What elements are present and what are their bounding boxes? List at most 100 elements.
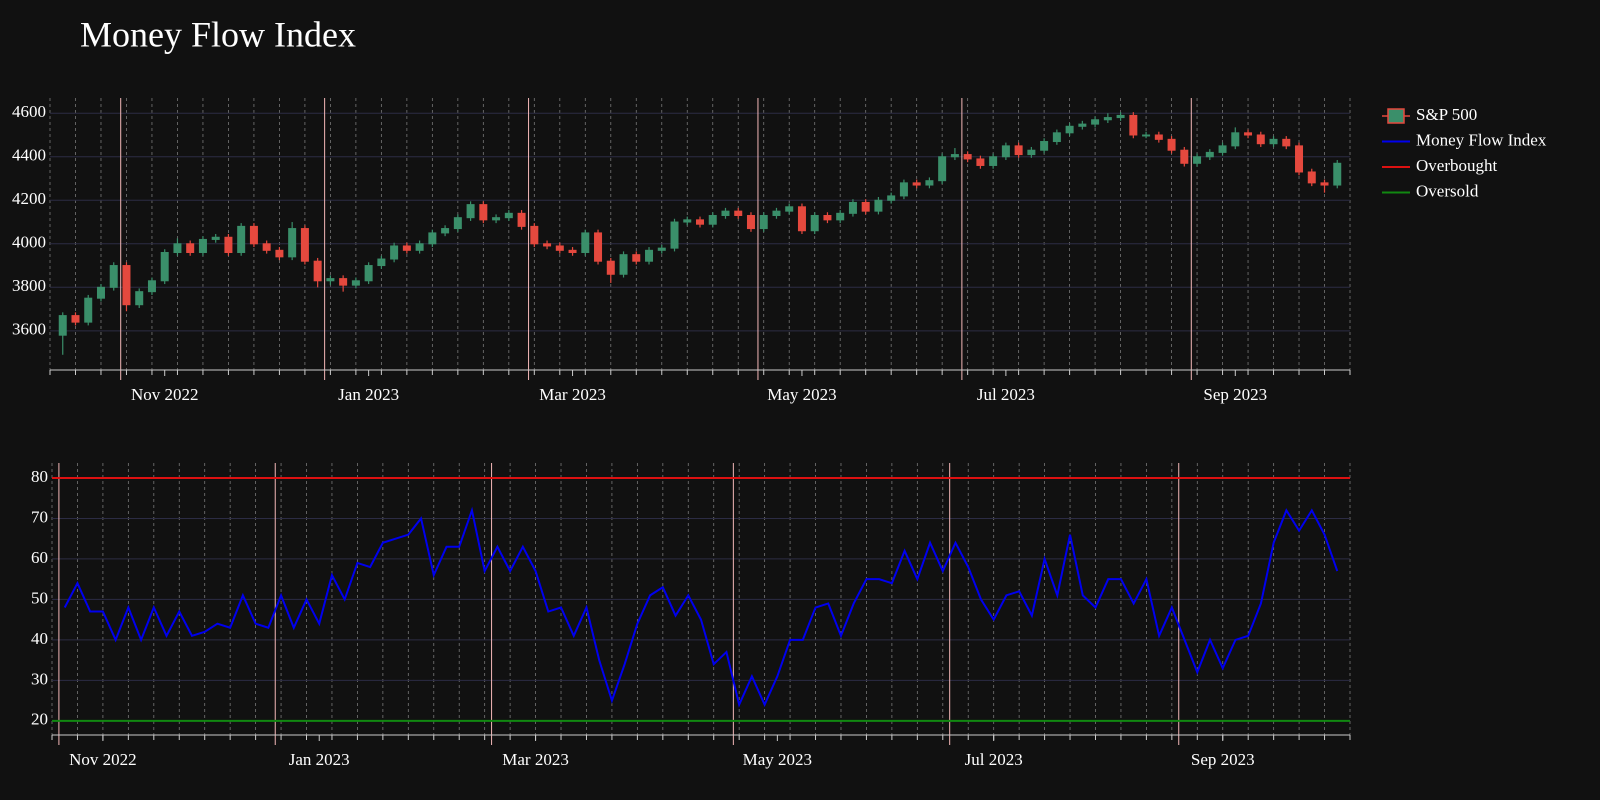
candle-body xyxy=(339,278,348,286)
candle-body xyxy=(530,225,539,245)
candle-body xyxy=(135,291,144,306)
x-tick-label: Jan 2023 xyxy=(289,750,350,769)
candle-body xyxy=(759,215,768,230)
candle-body xyxy=(1154,134,1163,140)
candle-body xyxy=(938,156,947,182)
candle-body xyxy=(785,206,794,212)
y-tick-label: 4600 xyxy=(12,102,46,121)
candle-body xyxy=(441,228,450,234)
candle-body xyxy=(683,219,692,223)
candle-body xyxy=(1218,145,1227,153)
candle-body xyxy=(594,232,603,262)
candle-body xyxy=(453,217,462,230)
x-tick-label: Nov 2022 xyxy=(131,385,199,404)
x-tick-label: Mar 2023 xyxy=(502,750,569,769)
candle-body xyxy=(1065,125,1074,134)
candle-body xyxy=(504,212,513,219)
candle-body xyxy=(810,215,819,232)
candle-body xyxy=(950,154,959,158)
candle-body xyxy=(364,265,373,282)
candle-body xyxy=(517,212,526,227)
candle-body xyxy=(160,251,169,282)
candle-body xyxy=(708,215,717,225)
candle-body xyxy=(1116,114,1125,119)
y-tick-label: 50 xyxy=(31,588,48,607)
candle-body xyxy=(147,280,156,293)
candle-body xyxy=(390,245,399,260)
candle-body xyxy=(224,236,233,253)
y-tick-label: 20 xyxy=(31,710,48,729)
candle-body xyxy=(84,297,93,323)
line-series xyxy=(63,506,1339,708)
candle-body xyxy=(925,180,934,186)
candle-body xyxy=(1333,162,1342,186)
candle-body xyxy=(492,217,501,221)
candle-body xyxy=(466,204,475,219)
candle-body xyxy=(300,228,309,262)
y-tick-label: 60 xyxy=(31,548,48,567)
candle-body xyxy=(377,258,386,267)
chart-title: Money Flow Index xyxy=(80,14,356,54)
legend-label: Overbought xyxy=(1416,156,1497,175)
candle-body xyxy=(1052,132,1061,143)
y-tick-label: 4400 xyxy=(12,146,46,165)
candle-body xyxy=(606,260,615,275)
candle-body xyxy=(1180,149,1189,164)
candle-body xyxy=(874,199,883,212)
x-tick-label: May 2023 xyxy=(743,750,812,769)
x-tick-label: May 2023 xyxy=(767,385,836,404)
x-tick-label: Sep 2023 xyxy=(1203,385,1267,404)
y-tick-label: 70 xyxy=(31,507,48,526)
candle-body xyxy=(402,245,411,251)
y-tick-label: 30 xyxy=(31,669,48,688)
candle-body xyxy=(288,228,297,258)
x-tick-label: Jul 2023 xyxy=(977,385,1035,404)
candle-body xyxy=(912,182,921,186)
candle-body xyxy=(1320,182,1329,186)
candle-body xyxy=(555,245,564,251)
candle-body xyxy=(313,260,322,282)
legend-label: Money Flow Index xyxy=(1416,130,1547,149)
candle-body xyxy=(645,249,654,262)
legend-label: S&P 500 xyxy=(1416,105,1477,124)
x-tick-label: Jul 2023 xyxy=(965,750,1023,769)
candle-body xyxy=(696,219,704,225)
candle-body xyxy=(428,232,437,245)
candle-body xyxy=(963,154,972,160)
x-tick-label: Jan 2023 xyxy=(338,385,399,404)
candle-body xyxy=(1014,145,1023,156)
candle-body xyxy=(58,315,67,336)
candle-body xyxy=(989,156,998,166)
y-tick-label: 4200 xyxy=(12,189,46,208)
candle-body xyxy=(861,201,870,212)
candle-body xyxy=(1244,132,1253,136)
candle-body xyxy=(581,232,590,253)
candle-body xyxy=(1129,114,1138,136)
y-tick-label: 4000 xyxy=(12,233,46,252)
candle-body xyxy=(976,158,985,166)
candle-body xyxy=(1193,156,1202,164)
candle-body xyxy=(1078,123,1087,127)
candle-body xyxy=(1231,132,1240,147)
candle-body xyxy=(109,265,118,288)
candle-body xyxy=(1256,134,1265,145)
candle-body xyxy=(1027,149,1036,156)
y-tick-label: 40 xyxy=(31,629,48,648)
candle-body xyxy=(415,243,424,251)
candle-body xyxy=(1269,138,1278,145)
candle-body xyxy=(275,249,284,258)
candle-body xyxy=(1282,138,1291,147)
candle-body xyxy=(734,210,743,217)
candle-body xyxy=(122,265,131,306)
candle-body xyxy=(746,215,755,230)
candle-body xyxy=(211,236,220,240)
candle-body xyxy=(96,286,105,299)
candle-body xyxy=(657,247,666,251)
x-tick-label: Nov 2022 xyxy=(69,750,137,769)
candle-body xyxy=(351,280,360,286)
candle-body xyxy=(479,204,488,221)
candle-body xyxy=(1205,151,1214,158)
candle-body xyxy=(848,201,857,214)
